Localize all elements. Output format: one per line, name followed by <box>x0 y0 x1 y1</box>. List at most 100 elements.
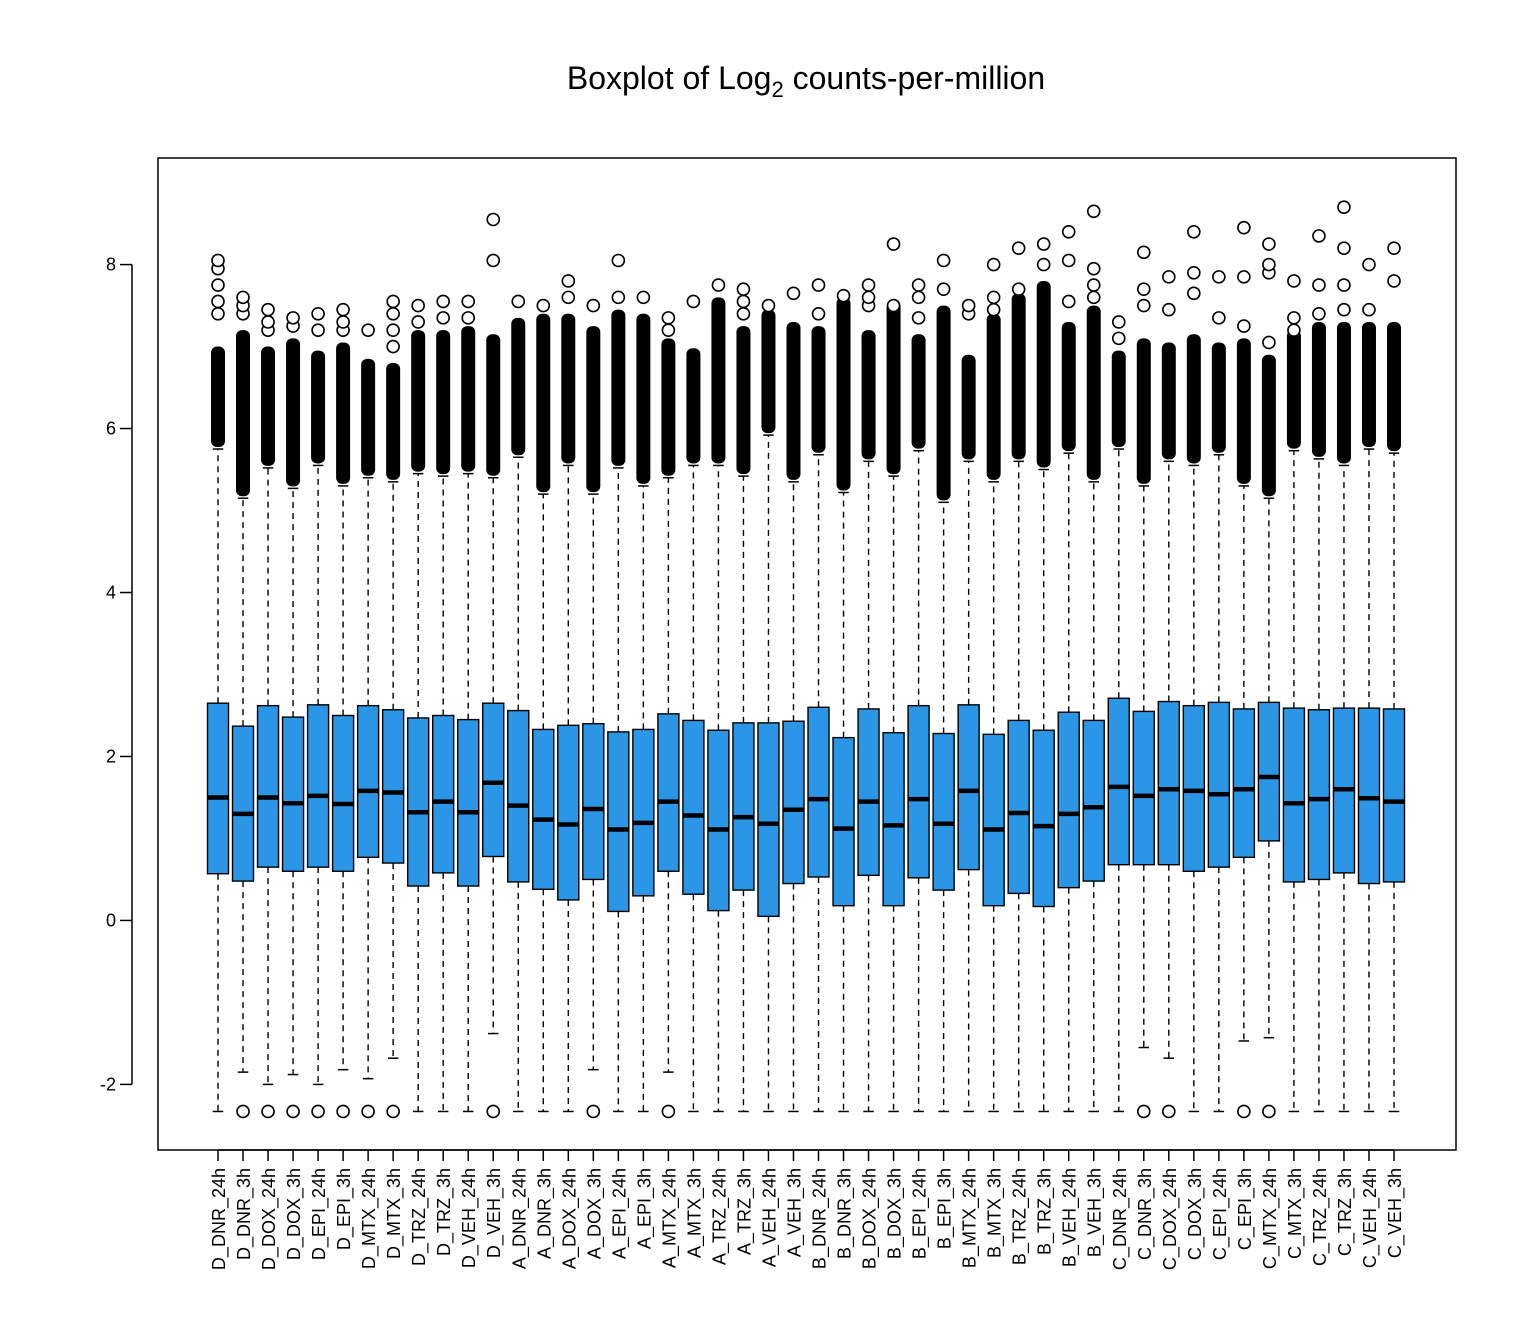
box-B_DNR_24h <box>807 278 830 1113</box>
box-A_DNR_3h <box>532 298 555 1113</box>
box-B_MTX_3h <box>982 257 1005 1113</box>
outlier-band <box>311 350 326 464</box>
outlier-point <box>911 311 926 325</box>
outlier-point <box>1237 220 1251 235</box>
x-tick-label: D_DOX_3h <box>284 1168 305 1260</box>
outlier-point <box>1061 294 1076 309</box>
iqr-box <box>1382 708 1406 883</box>
iqr-box <box>757 722 780 918</box>
x-tick-label: D_TRZ_3h <box>434 1168 455 1256</box>
outlier-point <box>1337 302 1351 317</box>
box-B_VEH_24h <box>1057 224 1080 1113</box>
outlier-point <box>386 294 400 309</box>
outlier-point <box>236 1104 250 1119</box>
box-D_DNR_3h <box>231 290 255 1119</box>
outlier-point <box>511 294 526 309</box>
iqr-box <box>1182 704 1206 872</box>
box-D_TRZ_24h <box>406 298 430 1113</box>
iqr-box <box>331 714 355 872</box>
outlier-point <box>411 315 425 329</box>
x-tick-label: B_EPI_24h <box>910 1168 931 1259</box>
x-tick-label: C_TRZ_3h <box>1335 1168 1356 1256</box>
outlier-point <box>1312 278 1326 292</box>
box-A_MTX_24h <box>657 311 680 1119</box>
outlier-point <box>961 298 976 313</box>
outlier-point <box>1262 257 1276 272</box>
box-D_MTX_24h <box>356 323 380 1119</box>
iqr-box <box>1082 719 1105 882</box>
outlier-point <box>1136 245 1151 260</box>
outlier-band <box>436 330 451 475</box>
iqr-box <box>1207 701 1231 868</box>
iqr-box <box>907 704 930 879</box>
x-tick-label: D_TRZ_24h <box>409 1168 430 1266</box>
outlier-band <box>1186 334 1201 464</box>
iqr-box <box>457 718 480 887</box>
outlier-point <box>261 1104 275 1119</box>
x-axis: D_DNR_24h D_DNR_3h D_DOX_24h D_DOX_3h D_EPI_… <box>209 1149 1406 1270</box>
box-C_VEH_24h <box>1357 257 1381 1113</box>
outlier-point <box>861 278 876 292</box>
outlier-point <box>1061 224 1076 239</box>
iqr-box <box>657 713 680 872</box>
outlier-point <box>1212 311 1226 325</box>
outlier-point <box>361 323 375 337</box>
x-tick-label: A_MTX_24h <box>659 1168 680 1268</box>
outlier-band <box>286 338 301 487</box>
outlier-point <box>386 1104 400 1119</box>
outlier-point <box>211 278 225 292</box>
x-tick-label: D_MTX_24h <box>359 1168 380 1269</box>
outlier-point <box>1312 229 1326 243</box>
box-B_MTX_24h <box>957 298 980 1113</box>
iqr-box <box>857 708 880 877</box>
x-tick-label: D_MTX_3h <box>384 1168 405 1259</box>
iqr-box <box>882 732 905 907</box>
outlier-point <box>986 302 1001 317</box>
outlier-band <box>986 313 1001 480</box>
outlier-point <box>386 339 400 354</box>
x-tick-label: C_EPI_24h <box>1210 1168 1231 1260</box>
outlier-point <box>361 1104 375 1119</box>
outlier-point <box>936 253 951 268</box>
outlier-band <box>1336 321 1351 464</box>
outlier-point <box>611 253 626 268</box>
outlier-band <box>761 309 776 434</box>
x-tick-label: B_DNR_3h <box>835 1168 856 1259</box>
x-tick-label: D_EPI_3h <box>334 1168 355 1250</box>
box-B_DOX_24h <box>857 278 880 1113</box>
outlier-point <box>911 290 926 305</box>
outlier-point <box>336 302 350 317</box>
outlier-point <box>811 278 826 292</box>
box-C_DOX_3h <box>1182 224 1206 1113</box>
outlier-band <box>861 330 876 460</box>
outlier-band <box>561 313 576 464</box>
box-C_TRZ_3h <box>1332 200 1356 1113</box>
x-tick-label: A_EPI_24h <box>609 1168 630 1259</box>
box-A_VEH_24h <box>757 298 780 1113</box>
outlier-point <box>786 286 801 301</box>
outlier-point <box>1237 270 1251 284</box>
chart-title: Boxplot of Log2 counts-per-million <box>567 60 1045 102</box>
x-tick-label: B_TRZ_24h <box>1010 1168 1031 1265</box>
outlier-point <box>286 311 300 325</box>
box-D_DNR_24h <box>206 253 230 1113</box>
iqr-box <box>206 702 230 875</box>
outlier-band <box>911 334 926 449</box>
x-tick-label: A_EPI_3h <box>634 1168 655 1249</box>
outlier-point <box>1162 302 1176 317</box>
iqr-box <box>532 728 555 890</box>
x-tick-label: A_DNR_24h <box>509 1168 530 1269</box>
iqr-box <box>1132 710 1155 866</box>
outlier-point <box>261 315 275 329</box>
outlier-point <box>1111 315 1126 329</box>
box-D_VEH_3h <box>482 212 505 1119</box>
outlier-point <box>336 315 350 329</box>
outlier-point <box>1136 298 1151 313</box>
iqr-box <box>482 702 505 858</box>
outlier-band <box>1111 350 1126 448</box>
chart-title-rest: counts-per-million <box>784 60 1045 96</box>
outlier-band <box>1086 305 1101 480</box>
x-tick-label: B_EPI_3h <box>935 1168 956 1249</box>
outlier-band <box>786 321 801 480</box>
iqr-box <box>982 733 1005 907</box>
